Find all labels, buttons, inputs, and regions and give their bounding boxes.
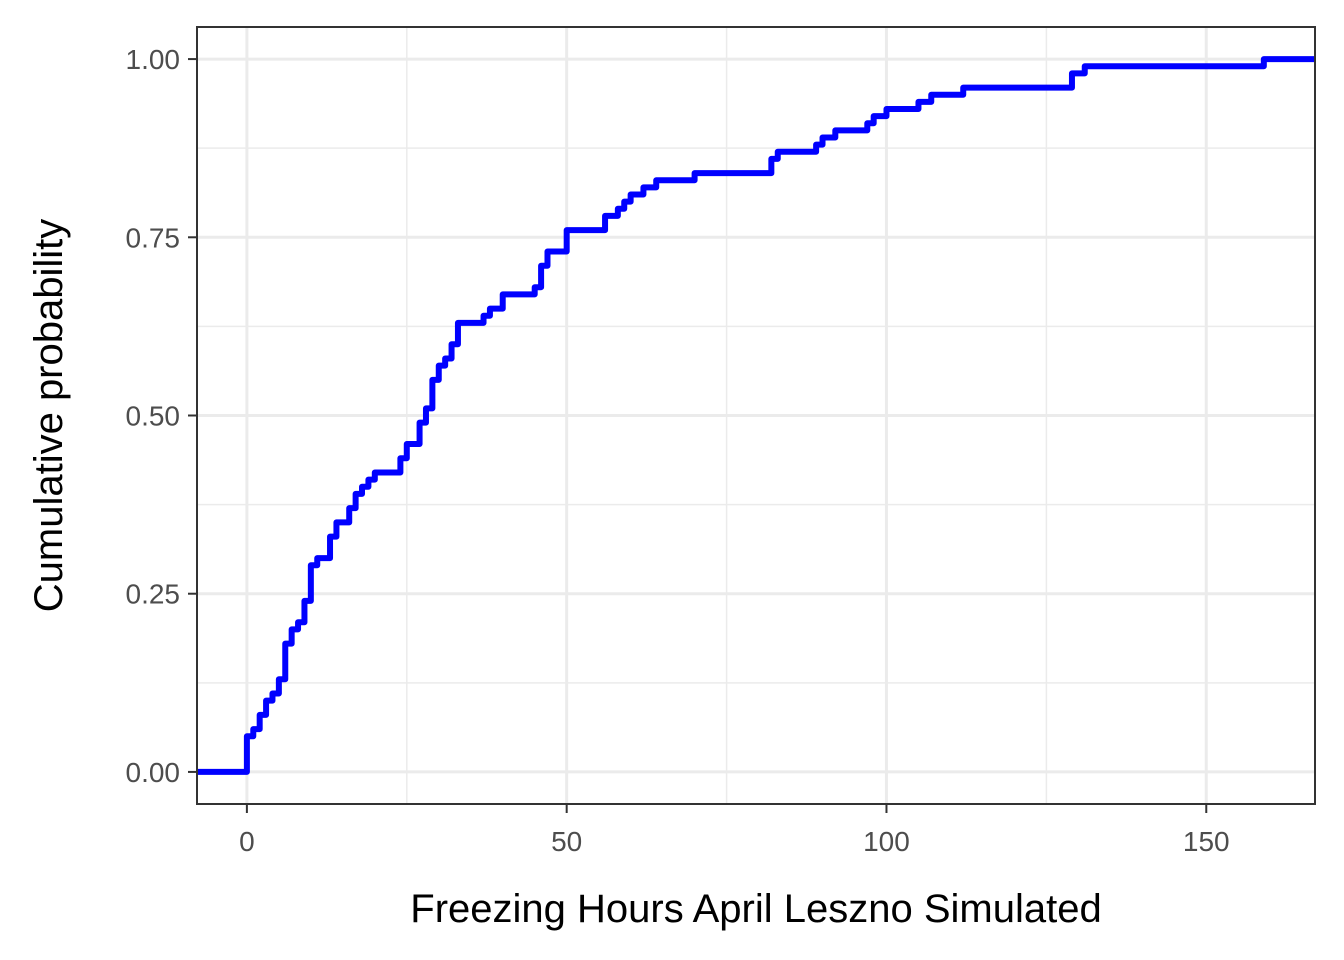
x-tick-label: 150 (1183, 826, 1230, 857)
y-tick-label: 1.00 (126, 44, 181, 75)
y-axis-ticks: 0.00 0.25 0.50 0.75 1.00 (126, 44, 197, 788)
y-tick-label: 0.00 (126, 757, 181, 788)
x-tick-label: 100 (863, 826, 910, 857)
x-tick-label: 0 (239, 826, 255, 857)
major-grid (197, 27, 1315, 804)
y-tick-label: 0.50 (126, 401, 181, 432)
y-axis-title: Cumulative probability (27, 219, 71, 613)
y-tick-label: 0.25 (126, 579, 181, 610)
series-layer (197, 56, 1315, 775)
ecdf-step-line-0 (197, 56, 1315, 775)
x-axis-ticks: 0 50 100 150 (239, 804, 1230, 857)
x-axis-title: Freezing Hours April Leszno Simulated (410, 887, 1101, 931)
x-tick-label: 50 (551, 826, 582, 857)
y-tick-label: 0.75 (126, 222, 181, 253)
minor-grid (197, 27, 1315, 804)
